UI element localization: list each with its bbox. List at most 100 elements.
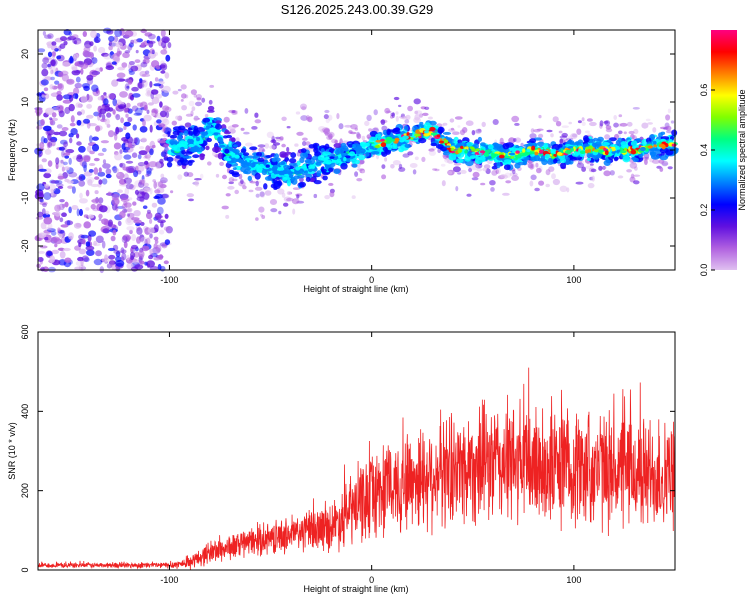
spectrogram-noise-cell — [92, 136, 99, 141]
spectrogram-halo-cell — [538, 133, 544, 139]
spectrogram-band-cell — [523, 143, 532, 148]
spectrogram-band-cell — [630, 140, 638, 147]
spectrogram-band-cell — [231, 172, 240, 178]
spectrogram-noise-cell — [53, 188, 61, 195]
spectrogram-noise-cell — [68, 206, 72, 214]
spectrogram-noise-cell — [58, 71, 64, 78]
spectrogram-ridge-cell — [249, 162, 256, 168]
spectrogram-noise-cell — [153, 83, 162, 87]
spectrogram-noise-cell — [89, 150, 95, 155]
spectrogram-halo-cell — [390, 164, 395, 169]
spectrogram-halo-cell — [447, 159, 454, 164]
spectrogram-band-cell — [187, 160, 193, 166]
spectrogram-halo-cell — [344, 124, 352, 128]
spectrogram-ridge-cell — [551, 156, 555, 159]
spectrogram-halo-cell — [667, 166, 673, 170]
spectrogram-noise-cell — [133, 170, 139, 178]
spectrogram-halo-cell — [301, 106, 307, 111]
spectrogram-ridge-cell — [529, 150, 535, 155]
spectrogram-halo-cell — [441, 180, 446, 187]
spectrogram-halo-cell — [180, 99, 184, 102]
spectrogram-ridge-cell — [631, 145, 637, 149]
spectrogram-noise-cell — [127, 197, 133, 201]
spectrogram-halo-cell — [275, 137, 284, 142]
spectrogram-halo-cell — [401, 116, 408, 120]
spectrogram-band-cell — [231, 137, 236, 143]
spectrogram-halo-cell — [398, 167, 406, 172]
spectrogram-noise-cell — [50, 69, 54, 75]
spectrogram-noise-cell — [54, 48, 59, 52]
spectrogram-band-cell — [671, 129, 678, 137]
spectrogram-ridge-cell — [256, 165, 262, 169]
spectrogram-noise-cell — [123, 154, 132, 160]
spectrogram-noise-cell — [93, 45, 97, 52]
spectrogram-noise-cell — [111, 61, 117, 65]
spectrogram-band-cell — [298, 181, 306, 188]
spectrogram-noise-cell — [49, 255, 56, 263]
spectrogram-ridge-cell — [671, 143, 677, 147]
spectrogram-ridge-cell — [450, 147, 455, 151]
spectrogram-noise-cell — [83, 44, 92, 49]
spectrogram-noise-cell — [154, 239, 159, 244]
spectrogram-noise-cell — [123, 125, 127, 130]
spectrogram-halo-cell — [644, 156, 650, 160]
spectrogram-halo-cell — [530, 174, 537, 181]
spectrogram-noise-cell — [97, 113, 101, 121]
spectrogram-halo-cell — [643, 152, 650, 159]
spectrogram-noise-cell — [74, 62, 81, 67]
spectrogram-noise-cell — [127, 79, 133, 85]
spectrogram-noise-cell — [102, 228, 109, 234]
spectrogram-band-cell — [265, 155, 273, 158]
spectrogram-noise-cell — [145, 145, 151, 153]
spectrogram-ridge-cell — [603, 147, 607, 152]
spectrogram-noise-cell — [109, 259, 114, 267]
spectrogram-halo-cell — [576, 162, 585, 169]
spectrogram-halo-cell — [613, 115, 617, 120]
spectrogram-halo-cell — [183, 171, 189, 177]
spectrogram-noise-cell — [140, 236, 148, 244]
spectrogram-ytick-label: -20 — [20, 239, 30, 252]
spectrogram-noise-cell — [139, 126, 148, 133]
spectrogram-halo-cell — [632, 107, 640, 110]
spectrogram-noise-cell — [51, 117, 58, 122]
spectrogram-halo-cell — [535, 162, 539, 168]
spectrogram-noise-cell — [101, 178, 108, 185]
spectrogram-noise-cell — [101, 147, 107, 153]
spectrogram-noise-cell — [126, 85, 130, 89]
spectrogram-ridge-cell — [380, 138, 385, 142]
spectrogram-noise-cell — [160, 173, 165, 179]
spectrogram-band-cell — [502, 143, 510, 150]
spectrogram-halo-cell — [567, 135, 573, 138]
spectrogram-noise-cell — [51, 249, 59, 255]
spectrogram-halo-cell — [264, 190, 272, 196]
spectrogram-noise-cell — [91, 143, 100, 152]
spectrogram-halo-cell — [272, 142, 281, 146]
spectrogram-band-cell — [228, 169, 235, 175]
snr-series — [37, 367, 676, 570]
spectrogram-halo-cell — [483, 164, 491, 169]
spectrogram-band-cell — [324, 143, 330, 150]
spectrogram-noise-cell — [61, 212, 67, 217]
colorbar-ticks: 0.0 0.2 0.4 0.6 — [699, 84, 715, 276]
spectrogram-noise-cell — [102, 159, 107, 165]
spectrogram-noise-cell — [137, 102, 144, 107]
spectrogram-halo-cell — [642, 157, 649, 161]
spectrogram-noise-cell — [139, 78, 143, 83]
spectrogram-halo-cell — [585, 165, 594, 169]
spectrogram-noise-cell — [167, 42, 172, 49]
spectrogram-halo-cell — [381, 174, 387, 180]
spectrogram-band-cell — [166, 161, 173, 168]
spectrogram-noise-cell — [131, 233, 137, 242]
spectrogram-cells — [34, 27, 679, 274]
spectrogram-noise-cell — [49, 117, 53, 121]
spectrogram-xtick-label: 0 — [369, 275, 374, 285]
snr-line — [37, 367, 676, 570]
spectrogram-noise-cell — [125, 160, 134, 164]
spectrogram-halo-cell — [281, 192, 286, 198]
spectrogram-halo-cell — [454, 116, 463, 120]
spectrogram-halo-cell — [240, 179, 244, 185]
spectrogram-noise-cell — [44, 236, 49, 241]
spectrogram-noise-cell — [88, 135, 93, 143]
spectrogram-noise-cell — [105, 65, 115, 71]
spectrogram-noise-cell — [58, 130, 68, 137]
